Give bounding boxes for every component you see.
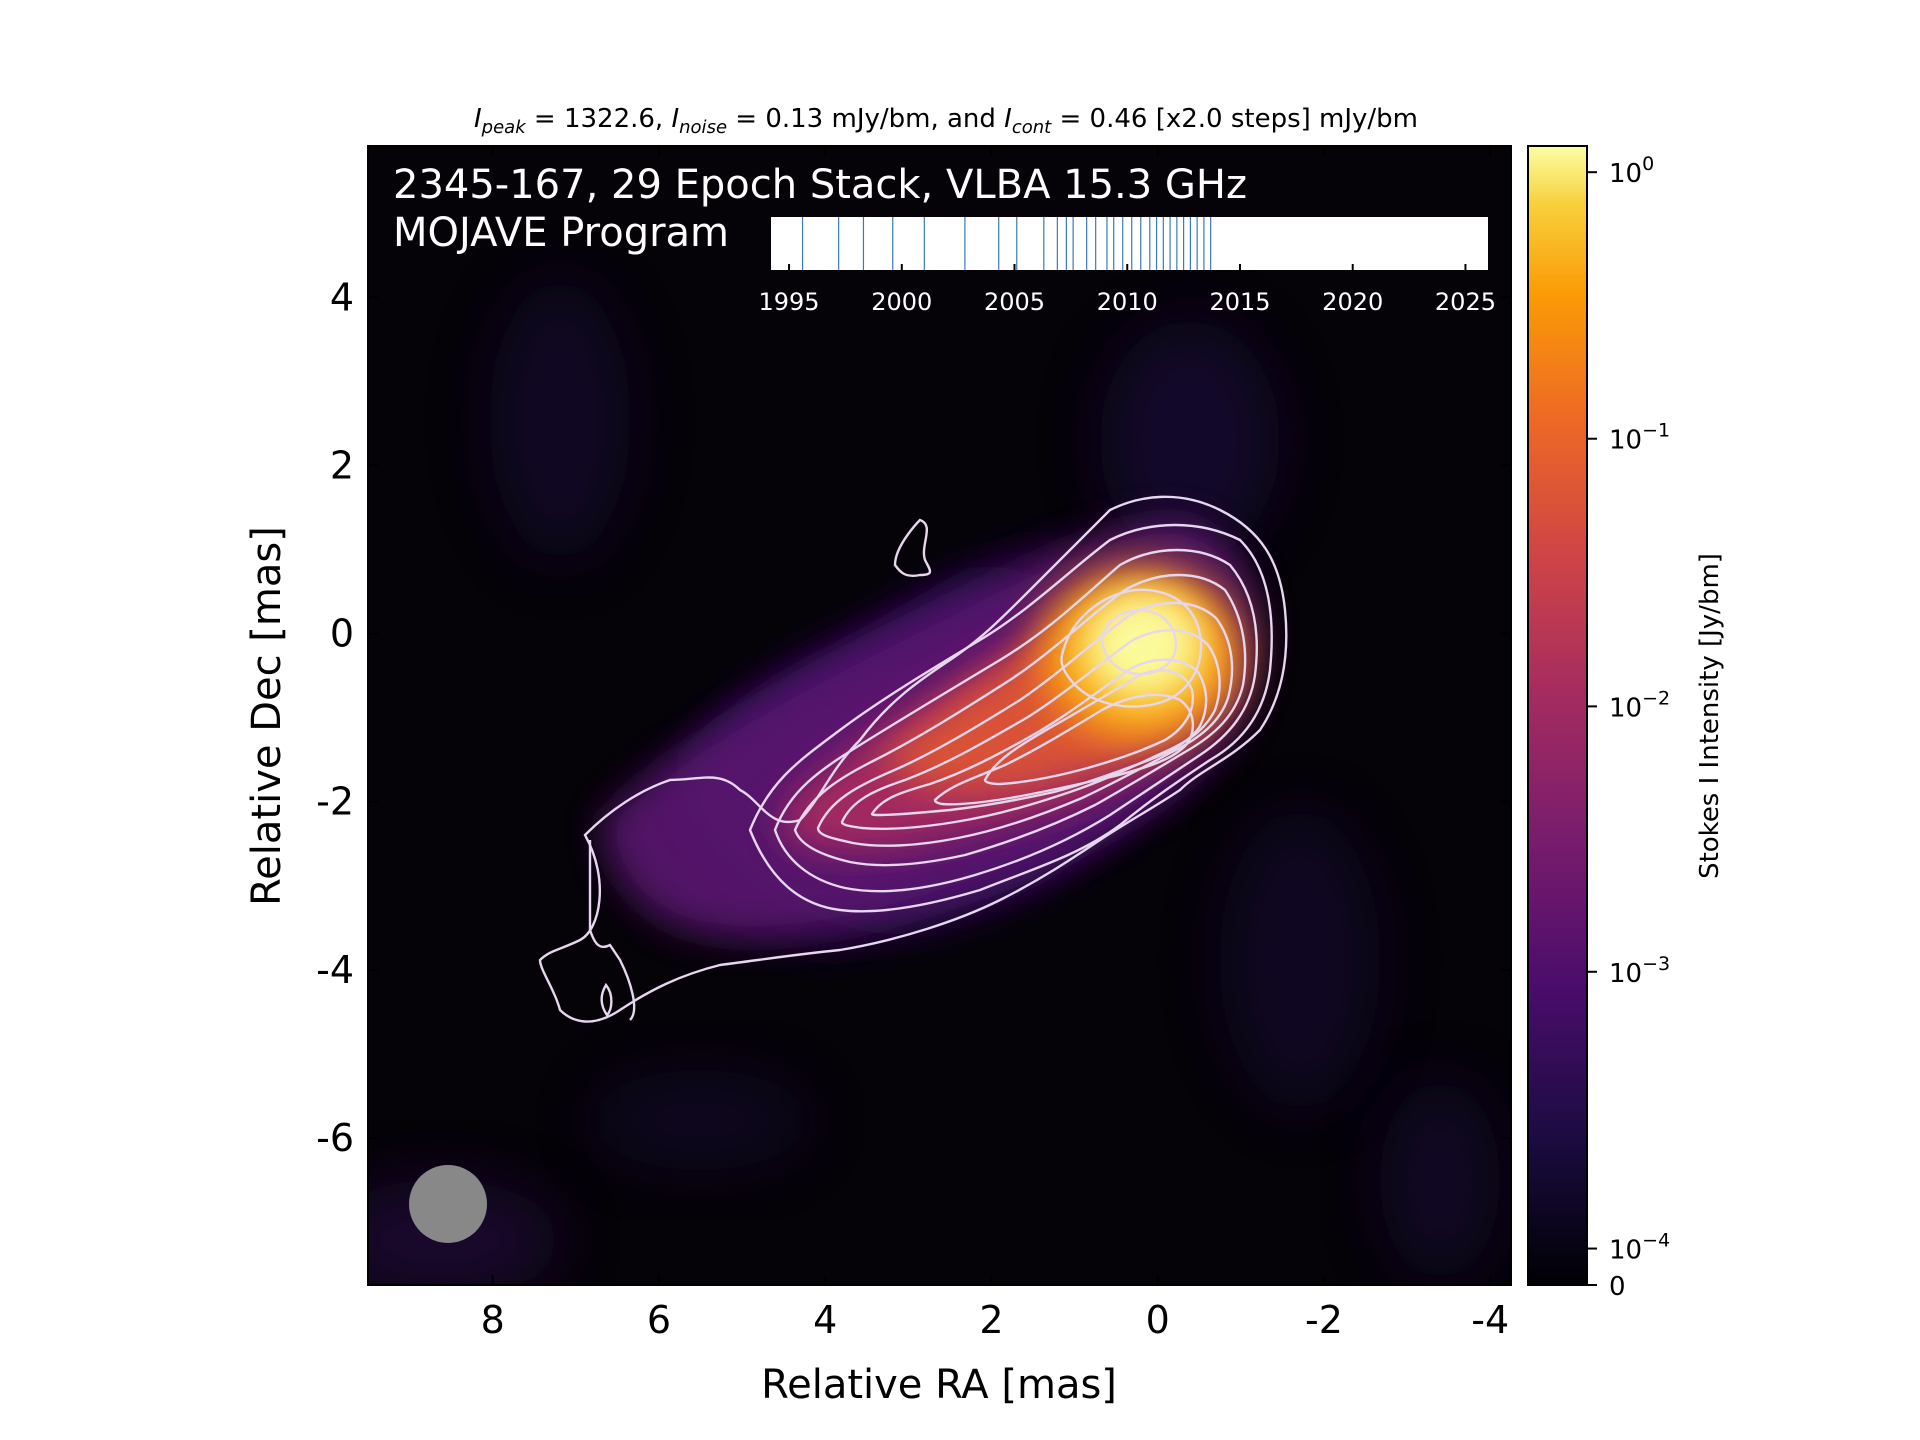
contour-level-8 bbox=[870, 658, 1208, 817]
colorbar-tick-label: 0 bbox=[1609, 1272, 1626, 1302]
chart-title-line2: MOJAVE Program bbox=[393, 210, 729, 256]
contour-level-4 bbox=[773, 548, 1258, 893]
colorbar-tick-label: 10−4 bbox=[1609, 1230, 1670, 1266]
x-axis-ticks: 8 6 4 2 0 -2 -4 bbox=[481, 146, 1509, 1342]
timeline-tick-label: 1995 bbox=[758, 288, 819, 316]
y-tick-label: 4 bbox=[330, 275, 354, 319]
x-tick-label: -2 bbox=[1305, 1298, 1343, 1342]
timeline-tick-label: 2000 bbox=[871, 288, 932, 316]
contour-level-2 bbox=[893, 518, 932, 577]
contours bbox=[538, 495, 1288, 1023]
y-tick-label: 2 bbox=[330, 443, 354, 487]
contour-level-5 bbox=[793, 573, 1247, 867]
colorbar-label: Stokes I Intensity [Jy/bm] bbox=[1695, 553, 1725, 879]
chart-title-line1: 2345-167, 29 Epoch Stack, VLBA 15.3 GHz bbox=[393, 162, 1247, 208]
colorbar-tick-label: 10−1 bbox=[1609, 420, 1670, 456]
epoch-lines bbox=[801, 217, 1212, 270]
x-tick-label: 6 bbox=[647, 1298, 671, 1342]
beam-ellipse bbox=[409, 1165, 487, 1243]
colorbar: 100 10−1 10−2 10−3 10−4 0 Stokes I Intensity … bbox=[1527, 145, 1725, 1302]
timeline-tick-label: 2010 bbox=[1097, 288, 1158, 316]
y-tick-label: -6 bbox=[316, 1116, 354, 1160]
contour-level-1 bbox=[538, 495, 1288, 1023]
stats-header: Ipeak = 1322.6, Inoise = 0.13 mJy/bm, an… bbox=[474, 104, 1418, 138]
timeline-ticks: 1995 2000 2005 2010 2015 2020 2025 bbox=[758, 264, 1496, 316]
x-tick-label: 2 bbox=[979, 1298, 1003, 1342]
colorbar-ticks: 100 10−1 10−2 10−3 10−4 0 bbox=[1587, 153, 1670, 1302]
y-tick-label: -4 bbox=[316, 948, 354, 992]
contour-level-10 bbox=[983, 669, 1194, 786]
y-tick-label: -2 bbox=[316, 780, 354, 824]
colorbar-tick-label: 10−3 bbox=[1609, 953, 1670, 989]
contour-level-3 bbox=[748, 523, 1273, 913]
x-tick-label: 8 bbox=[481, 1298, 505, 1342]
plot-area: 2345-167, 29 Epoch Stack, VLBA 15.3 GHz … bbox=[316, 145, 1512, 1342]
colorbar-gradient bbox=[1528, 146, 1587, 1285]
contour-level-7 bbox=[840, 629, 1221, 830]
contour-level-1b bbox=[588, 840, 636, 1021]
contour-level-11 bbox=[1060, 588, 1203, 708]
timeline-tick-label: 2015 bbox=[1209, 288, 1270, 316]
contour-island bbox=[600, 982, 613, 1017]
y-axis-label: Relative Dec [mas] bbox=[244, 526, 290, 906]
colorbar-frame bbox=[1527, 145, 1588, 1286]
colorbar-tick-label: 10−2 bbox=[1609, 687, 1670, 723]
colorbar-tick-label: 100 bbox=[1609, 153, 1654, 189]
x-tick-label: -4 bbox=[1471, 1298, 1509, 1342]
timeline-tick-label: 2005 bbox=[984, 288, 1045, 316]
epoch-timeline: 1995 2000 2005 2010 2015 2020 2025 bbox=[758, 217, 1496, 316]
contour-level-6 bbox=[816, 601, 1234, 847]
timeline-box bbox=[771, 217, 1488, 270]
y-axis-ticks: 4 2 0 -2 -4 -6 bbox=[316, 275, 1511, 1160]
x-tick-label: 0 bbox=[1146, 1298, 1170, 1342]
timeline-tick-label: 2020 bbox=[1322, 288, 1383, 316]
x-axis-label: Relative RA [mas] bbox=[761, 1362, 1117, 1408]
y-tick-label: 0 bbox=[330, 612, 354, 656]
contour-level-12 bbox=[1100, 608, 1178, 676]
timeline-tick-label: 2025 bbox=[1435, 288, 1496, 316]
plot-frame bbox=[367, 145, 1512, 1286]
contour-level-9 bbox=[933, 693, 1194, 806]
x-tick-label: 4 bbox=[813, 1298, 837, 1342]
